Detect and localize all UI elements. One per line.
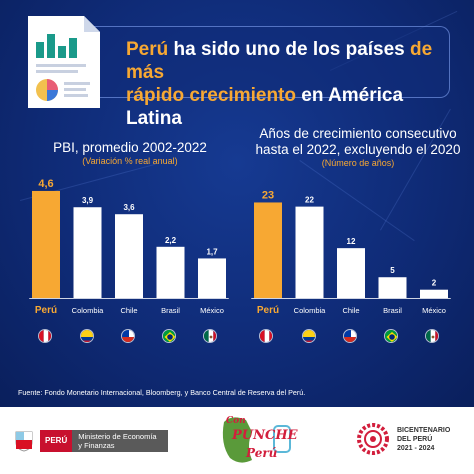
chart2-bar [420,289,448,298]
ministry-name: Ministerio de Economía y Finanzas [72,430,169,452]
chart1-category-label: Brasil [161,306,180,315]
chart2-title: Años de crecimiento consecutivo hasta el… [248,126,468,158]
chart2-value-label: 22 [305,196,314,205]
document-chart-icon [28,16,100,108]
title-highlight: de más [126,39,433,83]
chart1-value-label: 1,7 [206,247,218,256]
con-punche-peru-logo [222,417,291,463]
chart2-title-line2: hasta el 2022, excluyendo el 2020 [255,142,461,157]
page-title: Perú ha sido uno de los países de más ráp… [126,38,446,130]
chart2-bar [337,248,365,298]
chart2-category-label: Chile [342,306,359,315]
chart1-category-label: Perú [35,305,57,316]
chart1-bar [73,207,102,298]
title-highlight: Perú [126,39,169,60]
title-highlight: rápido crecimiento [126,85,296,106]
colombia-flag-icon [80,329,94,343]
chart2-bar [378,277,407,298]
chart2-subtitle: (Número de años) [321,158,395,168]
chart2-title-line1: Años de crecimiento consecutivo [259,126,457,141]
chart2-category-label: Brasil [383,306,402,315]
brasil-flag-icon [162,329,176,343]
chart2-value-label: 12 [347,237,356,246]
chart1-bar [115,214,143,298]
chile-flag-icon [343,329,357,343]
chart1-title: PBI, promedio 2002-2022 [53,140,207,155]
bicentenario-logo: BICENTENARIO DEL PERÚ 2021 - 2024 [357,423,450,455]
chart2-bar [254,202,282,298]
peru-flag-icon [38,329,52,343]
title-text-part: en América Latina [126,85,404,129]
peru-shield-icon [15,431,33,452]
bicent-line2: DEL PERÚ [397,435,433,443]
peru-flag-icon [259,329,273,343]
ministry-logo: PERÚ Ministerio de Economía y Finanzas [14,430,169,452]
chart1-bar [198,258,226,298]
chart2-value-label: 23 [262,189,274,201]
chart1-subtitle: (Variación % real anual) [82,156,178,166]
bicentenario-emblem-icon [357,423,389,455]
punche-main: PUNCHE [232,428,298,443]
chart2-category-label: Colombia [294,306,327,315]
chart1-category-label: Colombia [72,306,105,315]
bicent-line1: BICENTENARIO [397,426,451,434]
chart2-category-label: Perú [257,305,279,316]
title-text-part: ha sido uno de los países [168,39,411,60]
chart1-bar [32,190,60,298]
colombia-flag-icon [302,329,316,343]
punche-peru: Perú [246,446,278,460]
mexico-flag-icon [203,329,217,343]
mexico-flag-icon [425,329,439,343]
title-box [52,26,450,98]
chart1-category-label: Chile [120,306,137,315]
punche-con: Con [226,416,246,426]
ministry-country: PERÚ [40,430,73,452]
chart1-bar [156,246,185,298]
chart1-value-label: 3,9 [82,196,94,205]
source-note: Fuente: Fondo Monetario Internacional, B… [18,388,306,397]
chart1-value-label: 4,6 [38,178,53,190]
chart2-value-label: 5 [390,266,395,275]
brasil-flag-icon [384,329,398,343]
bicent-line3: 2021 - 2024 [397,444,435,452]
chart2-bar [295,206,324,298]
chart2-category-label: México [422,306,446,315]
chart1-category-label: México [200,306,224,315]
chart1-value-label: 3,6 [123,203,135,212]
chart2-value-label: 2 [432,279,437,288]
chile-flag-icon [121,329,135,343]
chart1-value-label: 2,2 [165,236,177,245]
